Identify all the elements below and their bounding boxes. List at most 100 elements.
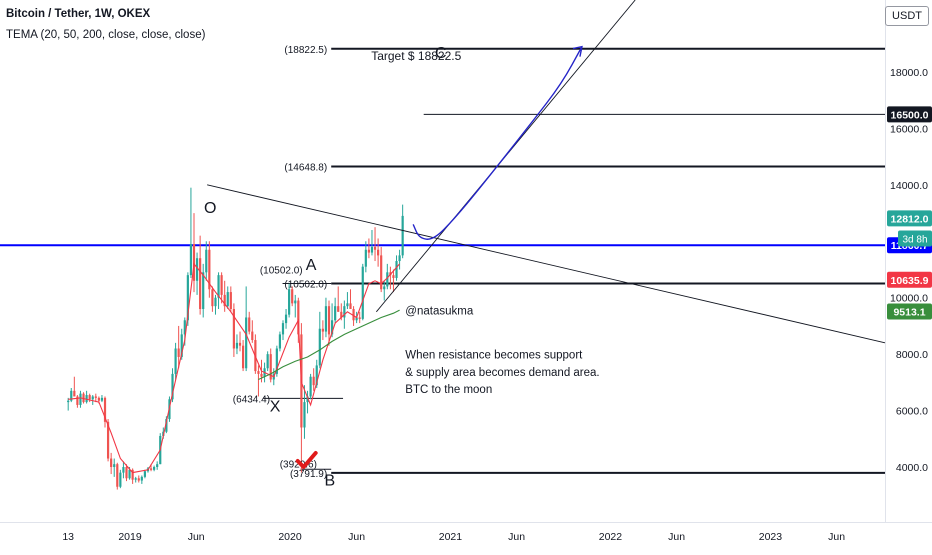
candle-body bbox=[199, 258, 202, 309]
price-axis-marker bbox=[887, 106, 932, 123]
candle-body bbox=[386, 272, 389, 287]
candle-body bbox=[238, 342, 242, 346]
candle-body bbox=[217, 275, 220, 298]
tema-slow-line bbox=[258, 309, 400, 381]
candle-body bbox=[88, 395, 91, 400]
price-axis-marker-label: 9513.1 bbox=[893, 306, 925, 318]
candle-body bbox=[315, 365, 318, 386]
candle-body bbox=[395, 261, 398, 278]
candle-body bbox=[70, 390, 73, 401]
time-axis-tick: 2019 bbox=[118, 531, 142, 543]
tema-fast-line bbox=[68, 262, 401, 474]
price-axis-tick: 14000.0 bbox=[890, 180, 928, 192]
pattern-point-o: O bbox=[204, 200, 216, 217]
time-axis-tick: Jun bbox=[668, 531, 685, 543]
candle-body bbox=[318, 328, 321, 366]
candle-body bbox=[94, 396, 97, 398]
candle-body bbox=[202, 272, 205, 309]
candle-body bbox=[269, 354, 272, 380]
time-axis-tick: Jun bbox=[508, 531, 525, 543]
time-axis-tick: 13 bbox=[62, 531, 74, 543]
candle-body bbox=[229, 292, 232, 309]
candle-body bbox=[309, 376, 312, 397]
candle-body bbox=[306, 396, 309, 403]
candle-body bbox=[373, 246, 377, 250]
projection-arrowhead bbox=[572, 45, 583, 57]
price-axis-marker-label: 10635.9 bbox=[891, 275, 929, 287]
candle-body bbox=[392, 275, 395, 278]
price-axis-marker-label: 12812.0 bbox=[891, 213, 929, 225]
candle-body bbox=[248, 317, 251, 332]
candle-body bbox=[377, 249, 380, 256]
time-axis-tick: Jun bbox=[828, 531, 845, 543]
candle-body bbox=[192, 244, 196, 281]
candle-body bbox=[278, 334, 282, 349]
candle-body bbox=[346, 303, 349, 307]
candle-body bbox=[358, 317, 361, 319]
candle-body bbox=[85, 395, 88, 403]
time-axis-tick: 2023 bbox=[759, 531, 783, 543]
check-mark-icon bbox=[295, 451, 318, 469]
candle-body bbox=[401, 215, 404, 256]
level-price-label: (10502.0) bbox=[284, 280, 327, 291]
candle-body bbox=[110, 458, 113, 467]
price-axis-marker bbox=[887, 210, 932, 227]
candle-body bbox=[205, 249, 208, 273]
candle-body bbox=[330, 320, 334, 335]
candle-body bbox=[180, 334, 183, 357]
candle-body bbox=[380, 255, 383, 290]
price-annotation: (10502.0) bbox=[260, 266, 303, 277]
candle-body bbox=[349, 303, 352, 309]
time-axis-tick: 2020 bbox=[278, 531, 302, 543]
candle-body bbox=[340, 311, 343, 318]
candle-body bbox=[284, 314, 288, 324]
bar-countdown-marker bbox=[898, 230, 932, 247]
symbol-title: Bitcoin / Tether, 1W, OKEX bbox=[6, 8, 151, 20]
candle-body bbox=[183, 320, 186, 335]
chart-note-line: BTC to the moon bbox=[405, 384, 492, 396]
candle-body bbox=[226, 292, 229, 307]
pattern-point-a: A bbox=[306, 257, 317, 274]
candle-body bbox=[241, 345, 245, 369]
price-axis-tick: 6000.0 bbox=[896, 406, 928, 418]
level-price-label: (3791.9) bbox=[290, 469, 327, 480]
candle-body bbox=[171, 373, 174, 400]
price-annotation: (3920.6) bbox=[280, 460, 317, 471]
candle-body bbox=[312, 376, 315, 386]
candle-body bbox=[103, 397, 107, 422]
price-axis-marker bbox=[887, 271, 932, 288]
pattern-point-c: C bbox=[435, 45, 447, 62]
candle-body bbox=[343, 306, 346, 318]
candle-body bbox=[125, 467, 128, 479]
pattern-point-x: X bbox=[270, 399, 281, 416]
time-axis-tick: Jun bbox=[188, 531, 205, 543]
candle-body bbox=[361, 266, 364, 319]
candle-body bbox=[177, 348, 180, 357]
candle-body bbox=[134, 478, 137, 480]
candle-body bbox=[131, 469, 134, 480]
price-axis-marker-label: 16500.0 bbox=[891, 109, 929, 121]
candle-body bbox=[297, 300, 300, 335]
candle-body bbox=[223, 294, 226, 307]
candle-body bbox=[208, 249, 211, 290]
time-axis-tick: Jun bbox=[348, 531, 365, 543]
candle-body bbox=[79, 393, 82, 405]
candle-body bbox=[214, 297, 217, 307]
currency-button[interactable]: USDT bbox=[885, 6, 929, 26]
candle-body bbox=[355, 317, 358, 321]
candle-body bbox=[352, 309, 355, 321]
descending-trendline bbox=[207, 184, 886, 344]
price-axis-tick: 18000.0 bbox=[890, 67, 928, 79]
candle-body bbox=[116, 464, 119, 487]
candle-body bbox=[128, 469, 131, 479]
candle-body bbox=[367, 249, 371, 253]
candle-body bbox=[321, 328, 324, 332]
candle-body bbox=[165, 419, 168, 432]
indicator-legend[interactable]: TEMA (20, 50, 200, close, close, close) bbox=[6, 29, 206, 41]
candle-body bbox=[186, 275, 189, 321]
candle-body bbox=[232, 309, 235, 349]
level-price-label: (14648.8) bbox=[284, 163, 327, 174]
candle-body bbox=[251, 331, 254, 341]
